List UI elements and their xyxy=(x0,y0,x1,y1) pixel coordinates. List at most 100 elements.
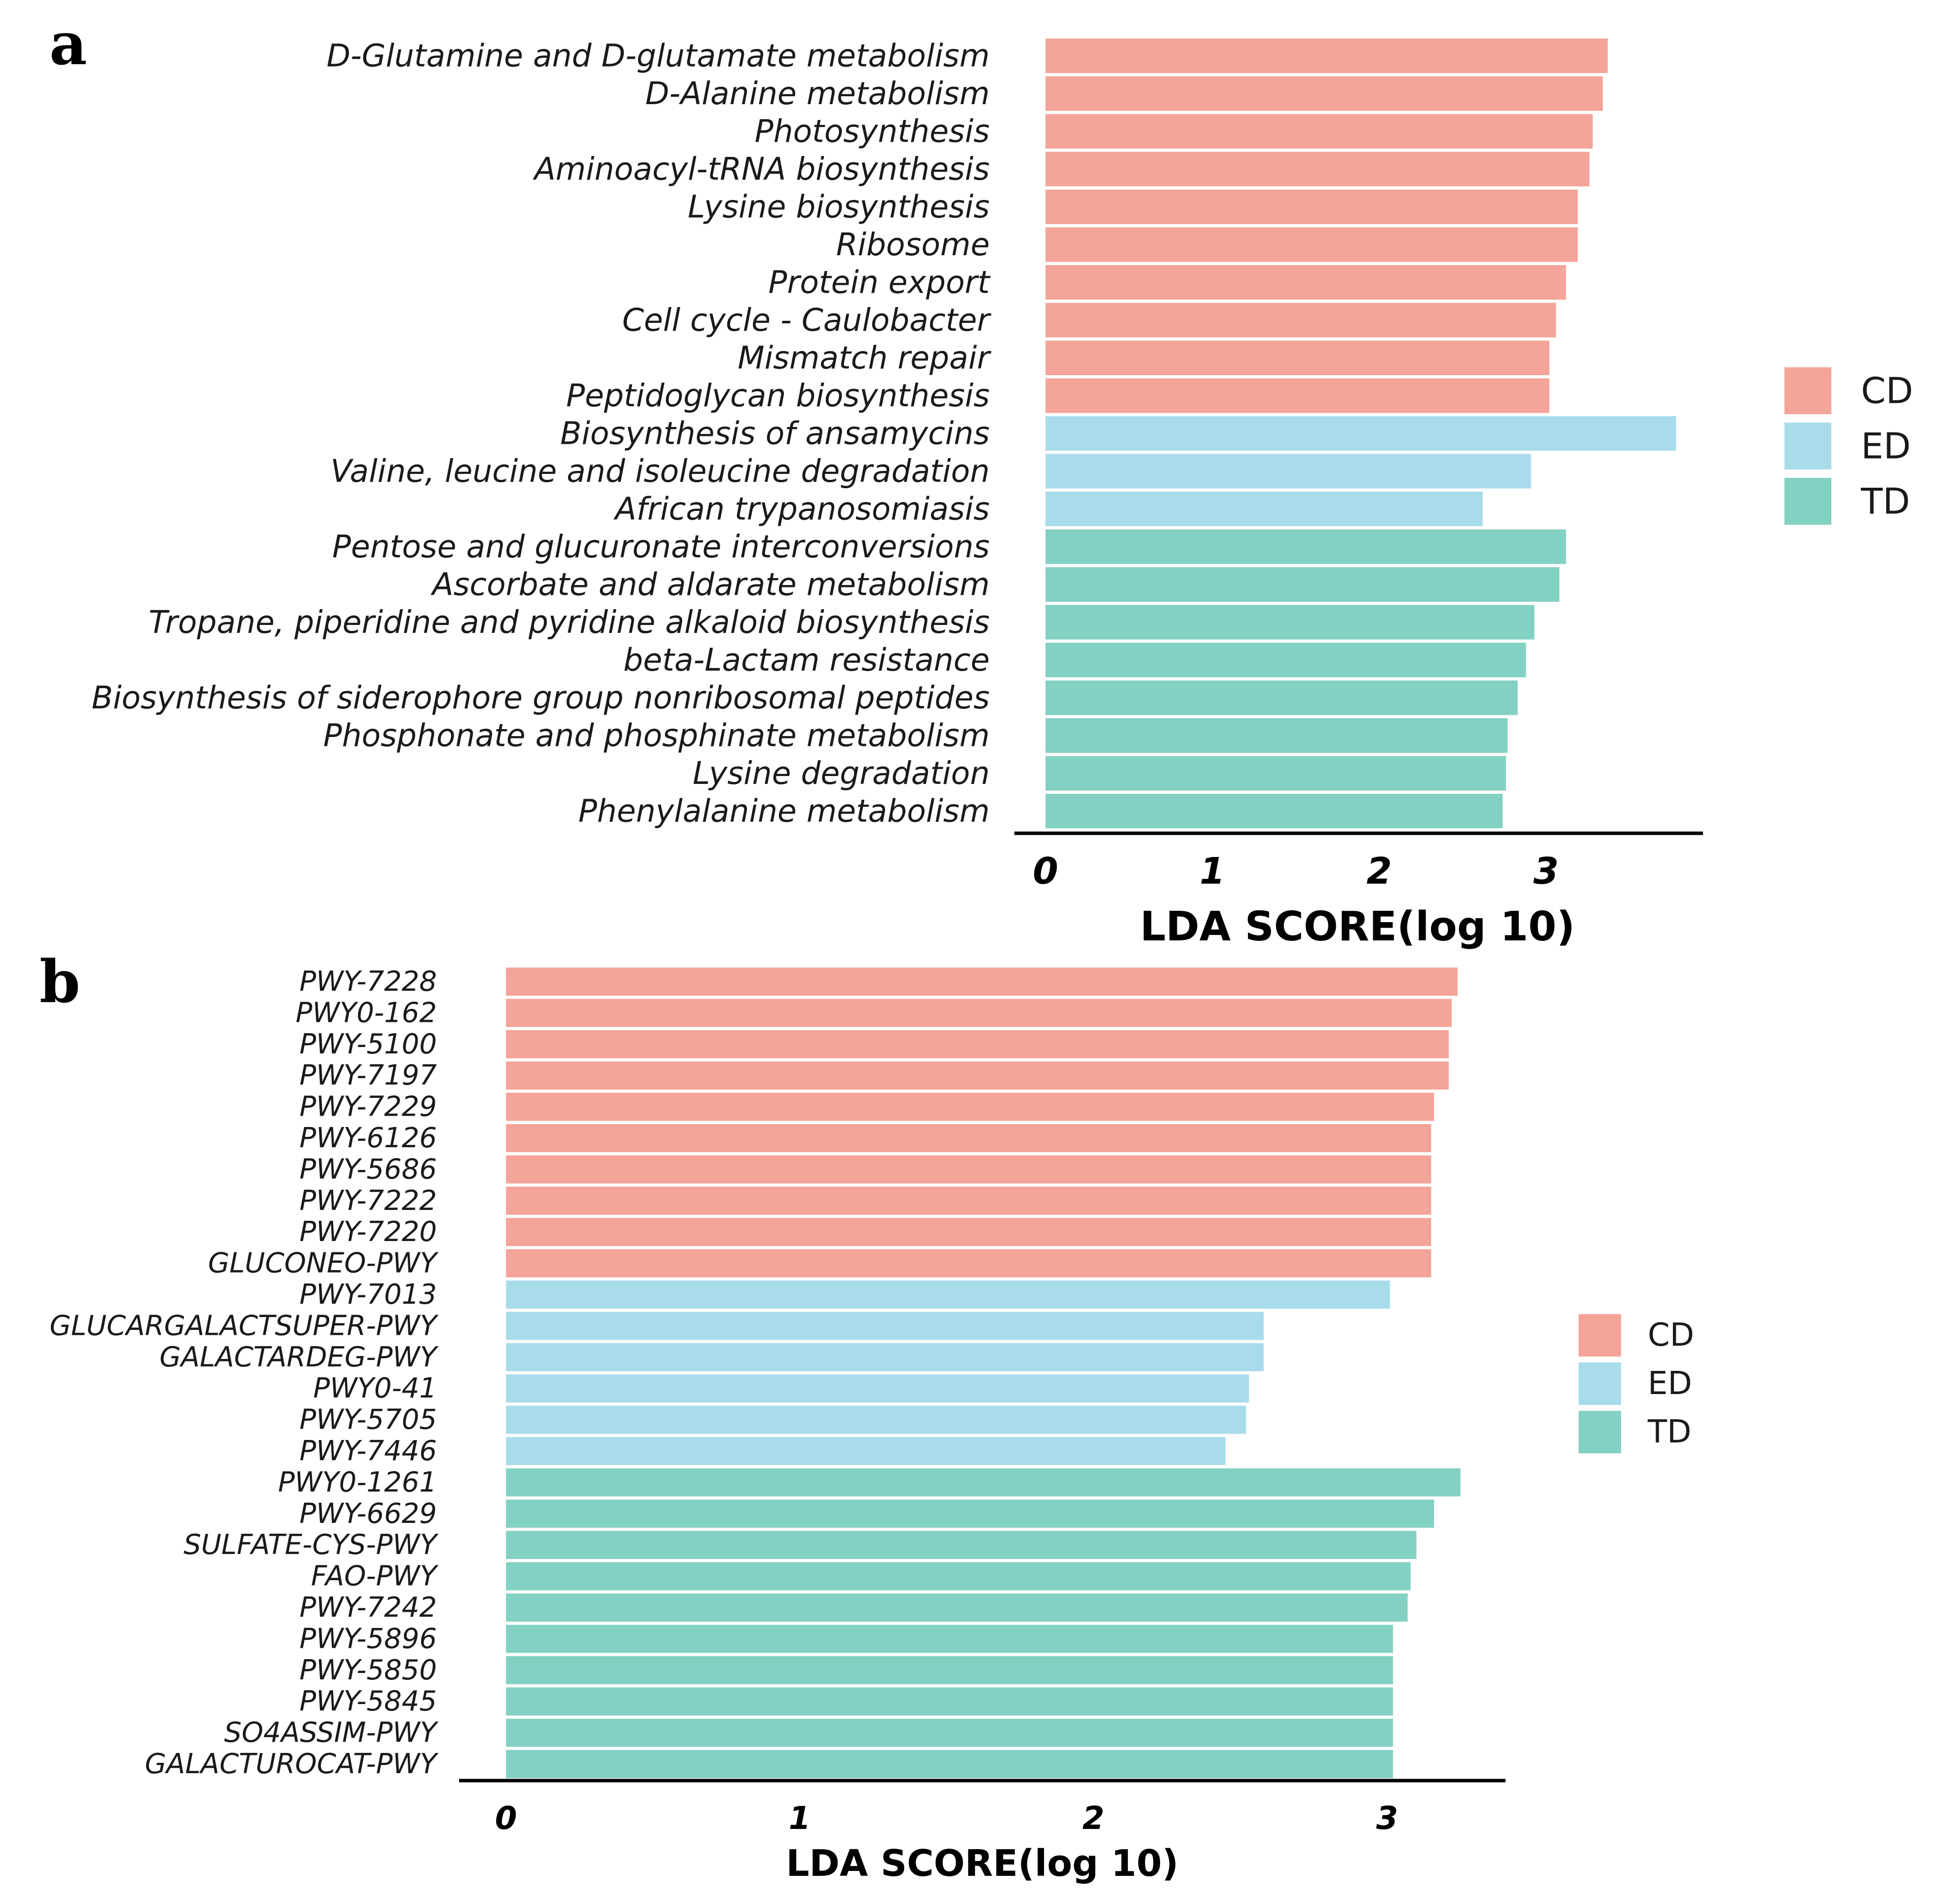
panel-a-category-label-1: D-Glutamine and D-glutamate metabolism xyxy=(326,38,990,74)
panel-b-bar-2 xyxy=(506,999,1452,1027)
panel-a-bar-21 xyxy=(1045,794,1503,828)
panel-b-bar-26 xyxy=(506,1750,1393,1778)
panel-a-x-tick-label-1: 1 xyxy=(1200,850,1225,893)
panel-b-bar-3 xyxy=(506,1030,1449,1058)
panel-a-legend-swatch-cd xyxy=(1784,367,1831,414)
panel-a-legend-label-td: TD xyxy=(1860,481,1910,522)
panel-a-category-label-5: Lysine biosynthesis xyxy=(688,189,990,225)
panel-b-category-label-9: PWY-7220 xyxy=(300,1216,437,1248)
panel-b-bar-10 xyxy=(506,1249,1432,1278)
panel-b-bar-17 xyxy=(506,1468,1461,1497)
panel-b-category-label-11: PWY-7013 xyxy=(300,1279,437,1311)
panel-b-bar-18 xyxy=(506,1499,1434,1528)
panel-b-category-label-5: PWY-7229 xyxy=(300,1091,437,1123)
panel-a-bar-18 xyxy=(1045,680,1518,715)
panel-a-category-label-17: beta-Lactam resistance xyxy=(623,642,990,678)
panel-b-legend-label-ed: ED xyxy=(1648,1365,1692,1402)
panel-b-bar-16 xyxy=(506,1437,1226,1465)
panel-b-bar-11 xyxy=(506,1281,1390,1309)
panel-a-legend-swatch-ed xyxy=(1784,423,1831,469)
panel-b-legend-swatch-td xyxy=(1579,1411,1621,1453)
panel-a-bar-15 xyxy=(1045,567,1560,602)
panel-a-category-label-14: Pentose and glucuronate interconversions xyxy=(332,529,990,565)
panel-b-category-label-16: PWY-7446 xyxy=(300,1435,437,1467)
panel-b-bar-13 xyxy=(506,1343,1264,1371)
panel-b-x-tick-label-1: 1 xyxy=(789,1800,811,1837)
panel-b-letter: b xyxy=(39,947,80,1016)
panel-b-bar-14 xyxy=(506,1374,1249,1403)
panel-b-category-label-24: PWY-5845 xyxy=(300,1685,437,1717)
panel-b-bar-5 xyxy=(506,1092,1434,1121)
panel-a-bar-17 xyxy=(1045,643,1526,677)
panel-a-letter: a xyxy=(49,9,87,78)
panel-b-x-tick-label-0: 0 xyxy=(495,1800,517,1837)
panel-b-category-label-22: PWY-5896 xyxy=(300,1623,437,1655)
panel-b-x-tick-label-2: 2 xyxy=(1083,1800,1105,1837)
panel-b-category-label-10: GLUCONEO-PWY xyxy=(208,1247,438,1280)
panel-b-category-label-3: PWY-5100 xyxy=(300,1028,437,1060)
panel-a-category-label-2: D-Alanine metabolism xyxy=(645,76,990,112)
panel-b-category-label-6: PWY-6126 xyxy=(300,1122,437,1154)
panel-a-category-label-15: Ascorbate and aldarate metabolism xyxy=(430,567,990,603)
panel-a-bar-8 xyxy=(1045,303,1556,338)
panel-a-category-label-12: Valine, leucine and isoleucine degradati… xyxy=(331,453,990,489)
panel-a-legend-swatch-td xyxy=(1784,478,1831,525)
panel-b-category-label-20: FAO-PWY xyxy=(311,1560,439,1593)
panel-b-bar-6 xyxy=(506,1124,1432,1152)
panel-a-category-label-7: Protein export xyxy=(768,265,991,301)
panel-b-bar-23 xyxy=(506,1656,1393,1684)
panel-a-category-label-18: Biosynthesis of siderophore group nonrib… xyxy=(92,680,990,716)
panel-b-category-label-17: PWY0-1261 xyxy=(278,1466,437,1498)
panel-b-bar-15 xyxy=(506,1405,1246,1434)
panel-a-bar-14 xyxy=(1045,529,1566,564)
panel-a-category-label-16: Tropane, piperidine and pyridine alkaloi… xyxy=(149,604,990,640)
panel-b-category-label-1: PWY-7228 xyxy=(300,966,437,998)
panel-b-bar-20 xyxy=(506,1562,1411,1591)
panel-a-bar-10 xyxy=(1045,378,1549,413)
panel-a-x-tick-label-3: 3 xyxy=(1533,850,1559,893)
panel-a-bar-16 xyxy=(1045,605,1535,640)
panel-b-category-label-13: GALACTARDEG-PWY xyxy=(159,1341,439,1373)
panel-b-x-tick-label-3: 3 xyxy=(1376,1800,1398,1837)
panel-b-category-label-8: PWY-7222 xyxy=(300,1185,437,1217)
panel-b-bar-7 xyxy=(506,1155,1432,1184)
panel-a-category-label-20: Lysine degradation xyxy=(693,755,990,791)
panel-b-category-label-14: PWY0-41 xyxy=(313,1372,437,1404)
panel-b-category-label-26: GALACTUROCAT-PWY xyxy=(145,1748,438,1780)
panel-b-bar-24 xyxy=(506,1687,1393,1716)
panel-a-bar-6 xyxy=(1045,227,1578,262)
panel-a-x-tick-label-2: 2 xyxy=(1366,850,1392,893)
panel-a-category-label-19: Phosphonate and phosphinate metabolism xyxy=(323,718,990,754)
panel-a-bar-11 xyxy=(1045,416,1676,451)
panel-a-category-label-10: Peptidoglycan biosynthesis xyxy=(566,378,990,414)
panel-a-bar-13 xyxy=(1045,492,1483,526)
panel-a-bar-7 xyxy=(1045,265,1566,300)
panel-b-x-axis-title: LDA SCORE(log 10) xyxy=(786,1842,1178,1885)
panel-b-category-label-23: PWY-5850 xyxy=(300,1654,437,1686)
panel-b-category-label-4: PWY-7197 xyxy=(300,1059,437,1091)
panel-a-bar-3 xyxy=(1045,114,1593,149)
panel-b-bar-25 xyxy=(506,1718,1393,1747)
panel-b-legend-swatch-cd xyxy=(1579,1314,1621,1357)
panel-a-bar-9 xyxy=(1045,341,1549,375)
panel-a-bar-12 xyxy=(1045,454,1531,489)
panel-a-bar-19 xyxy=(1045,718,1508,753)
panel-a-category-label-21: Phenylalanine metabolism xyxy=(579,793,990,829)
panel-b-category-label-21: PWY-7242 xyxy=(300,1592,437,1624)
panel-a-bar-5 xyxy=(1045,190,1578,224)
panel-a-legend-label-ed: ED xyxy=(1861,426,1911,467)
panel-a-x-axis-title: LDA SCORE(log 10) xyxy=(1140,903,1575,950)
panel-a-bar-2 xyxy=(1045,76,1603,111)
panel-b-bar-1 xyxy=(506,968,1458,996)
panel-a-legend-label-cd: CD xyxy=(1861,370,1913,412)
panel-a-bar-20 xyxy=(1045,756,1506,791)
panel-b-category-label-19: SULFATE-CYS-PWY xyxy=(184,1529,439,1561)
panel-b-category-label-2: PWY0-162 xyxy=(296,997,437,1029)
panel-b-bar-12 xyxy=(506,1312,1264,1340)
panel-a-bar-4 xyxy=(1045,152,1589,187)
panel-b-bar-22 xyxy=(506,1625,1393,1653)
panel-b-category-label-15: PWY-5705 xyxy=(300,1404,437,1436)
panel-b-category-label-12: GLUCARGALACTSUPER-PWY xyxy=(49,1310,438,1342)
panel-a-chart: D-Glutamine and D-glutamate metabolismD-… xyxy=(92,38,1913,951)
